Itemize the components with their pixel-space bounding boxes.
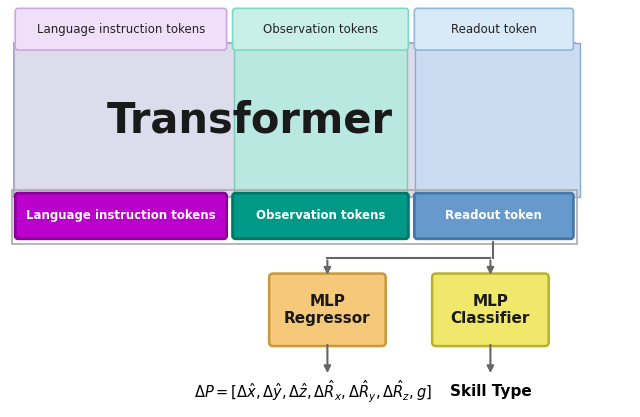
FancyBboxPatch shape xyxy=(15,8,227,50)
FancyBboxPatch shape xyxy=(269,274,386,346)
Bar xyxy=(12,190,577,244)
Bar xyxy=(415,43,580,197)
FancyBboxPatch shape xyxy=(414,193,573,239)
Bar xyxy=(234,43,408,197)
FancyBboxPatch shape xyxy=(414,8,573,50)
Text: $\Delta P = [\Delta\hat{x}, \Delta\hat{y}, \Delta\hat{z}, \Delta\hat{R}_x, \Delt: $\Delta P = [\Delta\hat{x}, \Delta\hat{y… xyxy=(193,379,431,405)
Text: Observation tokens: Observation tokens xyxy=(256,209,385,222)
Text: Language instruction tokens: Language instruction tokens xyxy=(36,23,205,36)
Text: Skill Type: Skill Type xyxy=(449,384,531,399)
Text: Language instruction tokens: Language instruction tokens xyxy=(26,209,216,222)
Bar xyxy=(14,43,575,197)
Text: MLP
Classifier: MLP Classifier xyxy=(451,294,530,326)
Text: MLP
Regressor: MLP Regressor xyxy=(284,294,371,326)
Text: Readout token: Readout token xyxy=(445,209,542,222)
FancyBboxPatch shape xyxy=(232,8,408,50)
Text: Observation tokens: Observation tokens xyxy=(263,23,378,36)
FancyBboxPatch shape xyxy=(15,193,227,239)
FancyBboxPatch shape xyxy=(432,274,548,346)
Text: Readout token: Readout token xyxy=(451,23,537,36)
Text: Transformer: Transformer xyxy=(107,99,393,141)
FancyBboxPatch shape xyxy=(232,193,408,239)
